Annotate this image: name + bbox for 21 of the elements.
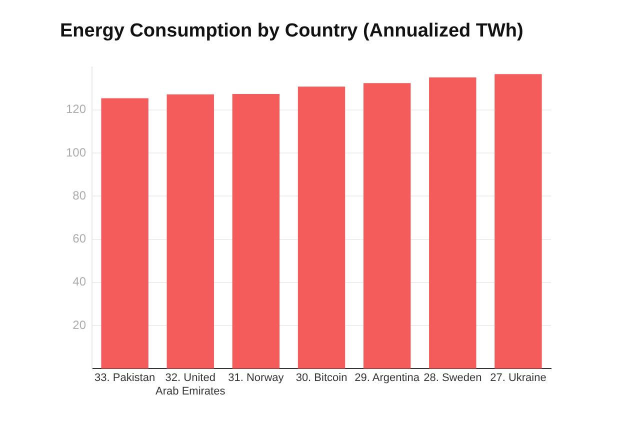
- x-tick-label: 29. Argentina: [354, 372, 420, 384]
- y-tick-label: 40: [72, 274, 86, 289]
- x-tick-label: 28. Sweden: [424, 372, 482, 384]
- y-tick-label: 20: [72, 318, 86, 332]
- bar: [429, 77, 476, 369]
- x-tick-label: 31. Norway: [228, 372, 284, 384]
- x-tick-label: 27. Ukraine: [490, 372, 546, 384]
- chart-title: Energy Consumption by Country (Annualized TWh): [60, 20, 524, 42]
- bar: [166, 94, 214, 369]
- x-tick-label: 30. Bitcoin: [296, 372, 348, 384]
- bar: [363, 83, 411, 369]
- bar: [232, 94, 280, 369]
- x-tick-label: 32. United Arab Emirates: [156, 372, 226, 398]
- x-tick-label: 33. Pakistan: [94, 372, 156, 384]
- y-tick-label: 60: [72, 232, 86, 246]
- y-tick-label: 120: [66, 102, 86, 116]
- y-tick-label: 80: [72, 188, 86, 202]
- bar: [494, 74, 542, 369]
- bar: [101, 98, 148, 369]
- y-tick-label: 100: [66, 145, 86, 160]
- bar: [298, 86, 346, 369]
